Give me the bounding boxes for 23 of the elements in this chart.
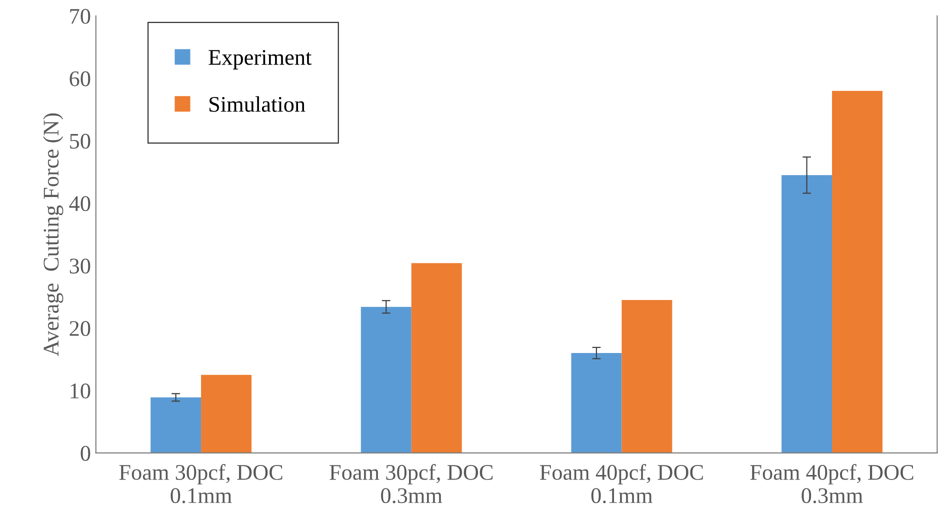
bar: [832, 90, 882, 453]
x-tick-label: Foam 40pcf, DOC 0.1mm: [540, 464, 703, 504]
bar: [201, 374, 252, 453]
x-tick-label: Foam 30pcf, DOC 0.1mm: [119, 464, 282, 504]
legend-label: Simulation: [210, 96, 306, 112]
bar: [411, 263, 462, 453]
y-axis-title: Average Cutting Force (N): [43, 113, 64, 356]
y-tick-label: 70: [70, 8, 90, 24]
y-tick-label: 0: [80, 446, 90, 461]
x-tick-label: Foam 40pcf, DOC 0.3mm: [750, 464, 914, 504]
bar: [782, 175, 832, 453]
y-tick-label: 10: [70, 383, 90, 398]
y-tick-label: 60: [70, 71, 90, 86]
bar: [571, 353, 622, 453]
bar: [360, 306, 412, 453]
x-tick-label: Foam 30pcf, DOC 0.3mm: [330, 464, 493, 504]
y-tick-label: 50: [70, 134, 90, 149]
bar: [622, 300, 672, 453]
y-tick-label: 40: [69, 196, 90, 212]
bar: [150, 397, 202, 453]
y-tick-label: 30: [70, 258, 90, 274]
y-tick-label: 20: [70, 321, 90, 336]
legend-label: Experiment: [208, 50, 312, 70]
